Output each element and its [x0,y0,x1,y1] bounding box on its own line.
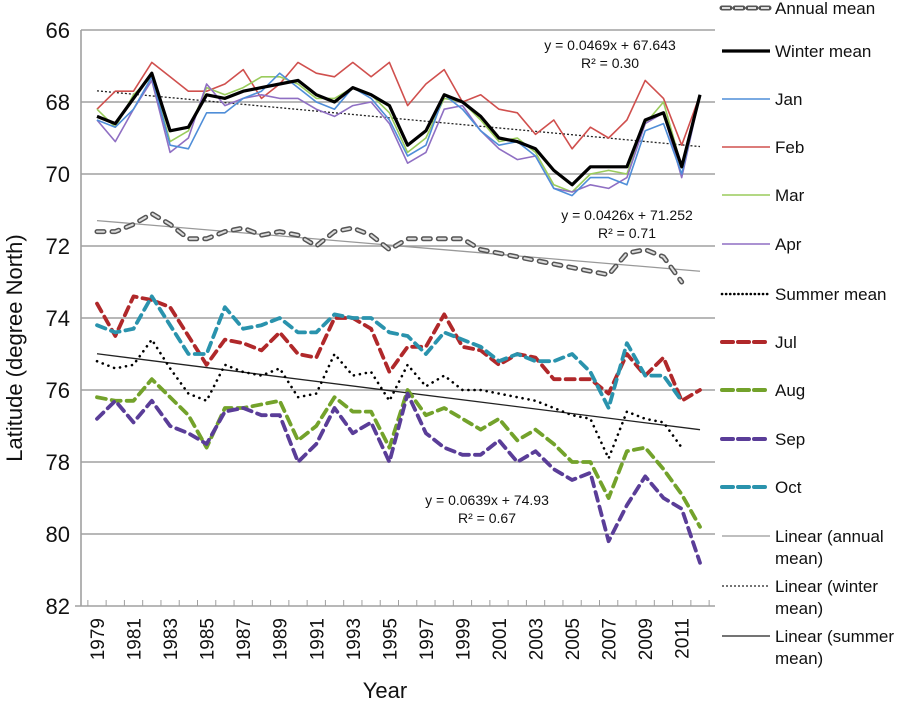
legend-label: Feb [775,138,804,157]
legend-label: Linear (winter [775,577,878,596]
series-line-jul [95,294,702,403]
x-tick-label: 1991 [307,618,328,660]
y-tick-label: 66 [46,18,70,43]
legend-item-feb: Feb [722,138,804,157]
legend-item-lin-winter: Linear (winter mean) [722,577,878,618]
series-line-jan [96,72,701,197]
summer-trend-r2: R² = 0.67 [458,510,516,526]
series-line-winter-mean [96,71,702,187]
x-tick-label: 2011 [673,618,694,659]
data-series [94,61,702,565]
winter-trend-r2: R² = 0.30 [581,55,639,71]
legend-item-apr: Apr [722,235,802,254]
x-tick-label: 1987 [234,618,255,660]
legend-label: Apr [775,235,802,254]
summer-trend-equation: y = 0.0639x + 74.93 [425,492,549,508]
x-tick-label: 1997 [417,618,438,660]
legend-item-jan: Jan [722,90,802,109]
x-tick-label: 2007 [600,618,621,660]
y-tick-label: 78 [46,450,70,475]
legend-item-annual: Annual mean [719,0,875,18]
y-tick-label: 72 [46,234,70,259]
y-tick-label: 82 [46,594,70,619]
legend-label: mean) [775,549,823,568]
annual-trend-r2: R² = 0.71 [598,225,656,241]
legend-item-oct: Oct [720,478,802,497]
legend-item-jul: Jul [720,333,797,352]
legend-label: mean) [775,599,823,618]
y-tick-label: 68 [46,90,70,115]
x-tick-label: 1979 [88,618,109,660]
x-tick-label: 1999 [453,618,474,660]
legend-label: Sep [775,430,805,449]
y-tick-label: 76 [46,378,70,403]
series-line-aug [95,377,702,529]
legend-label: Linear (annual [775,527,884,546]
legend-label: Oct [775,478,802,497]
legend-item-aug: Aug [720,381,805,400]
legend-item-lin-summer: Linear (summer mean) [722,627,894,668]
trend-equations: y = 0.0469x + 67.643 R² = 0.30 y = 0.042… [425,37,693,526]
y-axis-title: Latitude (degree North) [2,234,27,461]
y-tick-label: 70 [46,162,70,187]
legend-item-mar: Mar [722,186,805,205]
y-tick-label: 80 [46,522,70,547]
x-axis-title: Year [363,678,407,703]
legend-label: Summer mean [775,285,886,304]
y-tick-label: 74 [46,306,70,331]
x-tick-label: 1995 [380,618,401,660]
gridlines [81,29,715,535]
legend-label: Annual mean [775,0,875,18]
x-tick-label: 2003 [527,618,548,660]
trendline-linear-summer-mean [96,353,701,431]
legend-label: Winter mean [775,42,871,61]
x-tick-label: 1993 [344,618,365,660]
legend-label: Jan [775,90,802,109]
legend-item-lin-annual: Linear (annual mean) [722,527,884,568]
legend-item-summer: Summer mean [720,285,886,304]
x-tick-label: 2001 [490,618,511,660]
legend-label: Aug [775,381,805,400]
series-line-summer-mean [95,338,683,460]
x-tick-label: 1981 [125,618,146,660]
trendline-linear-winter-mean [96,90,701,148]
x-tick-label: 2009 [636,618,657,660]
series-line-sep [95,391,702,565]
legend-label: Jul [775,333,797,352]
legend-label: Mar [775,186,805,205]
annual-trend-equation: y = 0.0426x + 71.252 [561,207,693,223]
legend: Annual mean Winter mean Jan Feb Mar Apr Summer… [719,0,894,668]
legend-label: mean) [775,649,823,668]
x-tick-label: 1985 [198,618,219,660]
series-line-annual-mean [94,211,685,285]
series-line-oct [95,294,684,410]
x-tick-label: 2005 [563,618,584,660]
legend-item-winter: Winter mean [722,42,871,61]
x-tick-label: 1983 [161,618,182,660]
x-tick-labels: 1979 1981 1983 1985 1987 1989 1991 1993 1995 1997… [88,618,694,660]
axes [75,30,715,607]
series-line-annual-mean-highlight [96,212,683,283]
series-line-feb [96,61,701,150]
legend-item-sep: Sep [720,430,805,449]
legend-label: Linear (summer [775,627,894,646]
y-tick-labels: 66 68 70 72 74 76 78 80 82 [46,18,70,619]
x-tick-label: 1989 [271,618,292,660]
winter-trend-equation: y = 0.0469x + 67.643 [544,37,676,53]
